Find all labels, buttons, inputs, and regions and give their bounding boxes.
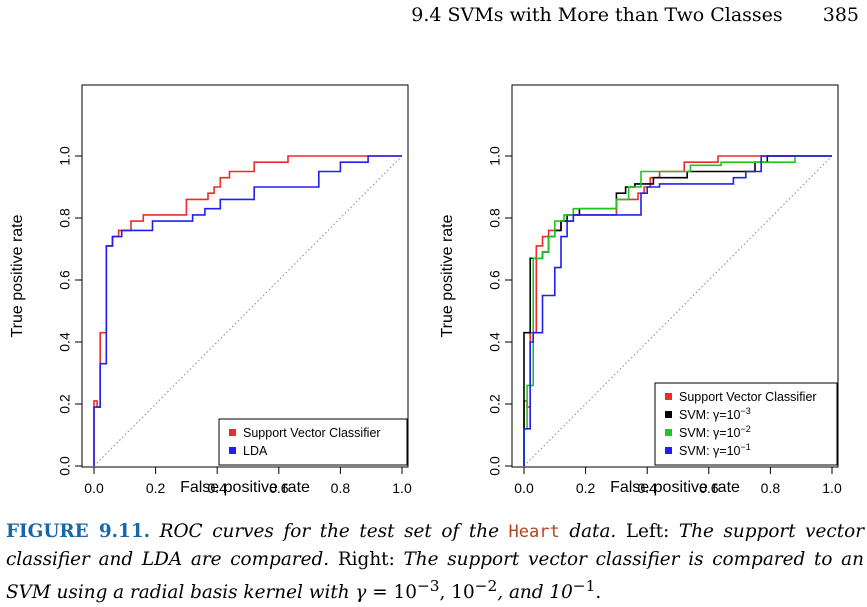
diagonal-reference-line (523, 155, 833, 467)
caption-text-9: , and 10 (497, 582, 573, 604)
caption-left-label: Left: (616, 521, 679, 542)
legend-label-exponent: −2 (741, 424, 751, 434)
legend-swatch (229, 447, 236, 454)
page-number: 385 (822, 4, 859, 26)
roc-svg-1: 0.0 0.2 0.4 0.6 0.8 1.0 0.0 0.2 0.4 0.6 0.8 1.0 Fals… (439, 84, 842, 496)
x-tick-label: 0.4 (207, 480, 227, 496)
legend-label: LDA (243, 444, 268, 458)
caption-gamma: γ (355, 582, 367, 604)
roc-svg-0: 0.0 0.2 0.4 0.6 0.8 1.0 0.0 0.2 0.4 0.6 0.8 1.0 Fals… (9, 84, 412, 496)
y-tick-label: 0.0 (57, 456, 73, 476)
caption-text-1: ROC curves for the test set of the (150, 521, 509, 542)
y-axis-label: True positive rate (439, 214, 456, 337)
y-tick-label: 0.0 (487, 456, 503, 476)
y-tick-label: 0.4 (57, 332, 73, 352)
caption-right-label: Right: (329, 549, 404, 570)
caption-text-2: data. (559, 521, 617, 542)
legend-label: Support Vector Classifier (243, 426, 381, 440)
x-tick-label: 1.0 (822, 480, 842, 496)
legend: Support Vector Classifier SVM: γ=10−3 SVM:… (654, 382, 838, 466)
caption-text-8: , 10 (439, 582, 475, 604)
legend-label: SVM: γ=10−3 (679, 406, 751, 422)
plot-frame (81, 84, 409, 468)
plot-frame (511, 84, 839, 468)
y-tick-label: 0.8 (487, 208, 503, 228)
y-tick-label: 0.8 (57, 208, 73, 228)
roc-plot-right: 0.0 0.2 0.4 0.6 0.8 1.0 0.0 0.2 0.4 0.6 0.8 1.0 Fals… (430, 60, 860, 514)
legend-label: SVM: γ=10−2 (679, 424, 751, 440)
caption-eq: = 10 (366, 582, 417, 604)
y-tick-label: 0.4 (487, 332, 503, 352)
y-tick-label: 1.0 (487, 146, 503, 166)
legend: Support Vector Classifier LDA (218, 418, 408, 466)
legend-swatch (229, 429, 236, 436)
x-tick-label: 0.6 (699, 480, 719, 496)
x-tick-label: 0.8 (761, 480, 781, 496)
legend-swatch (665, 393, 672, 400)
legend-label-exponent: −3 (741, 406, 751, 416)
y-tick-label: 1.0 (57, 146, 73, 166)
legend-label-exponent: −1 (741, 442, 751, 452)
running-head: 9.4 SVMs with More than Two Classes 385 (411, 4, 859, 26)
figure-caption: FIGURE 9.11. ROC curves for the test set… (6, 518, 864, 606)
legend-box (218, 418, 408, 466)
legend-swatch (665, 411, 672, 418)
caption-exp-3: −1 (572, 577, 596, 595)
section-title: 9.4 SVMs with More than Two Classes (411, 4, 783, 26)
legend-swatch (665, 447, 672, 454)
figure-label: FIGURE 9.11. (6, 521, 151, 542)
x-tick-label: 0.0 (84, 480, 104, 496)
legend-swatch (665, 429, 672, 436)
roc-curve-series-2 (93, 155, 402, 466)
y-axis-label: True positive rate (9, 214, 26, 337)
diagonal-reference-line (93, 155, 403, 467)
x-axis-label: False positive rate (180, 479, 310, 496)
caption-exp-2: −2 (474, 577, 498, 595)
y-tick-label: 0.2 (487, 394, 503, 414)
x-tick-label: 0.2 (576, 480, 596, 496)
caption-text-6: The support vector classifier is compare… (6, 549, 864, 604)
x-tick-label: 0.6 (269, 480, 289, 496)
legend-box (654, 382, 838, 466)
legend-label: SVM: γ=10−1 (679, 442, 751, 458)
legend-label: Support Vector Classifier (679, 390, 817, 404)
y-tick-label: 0.2 (57, 394, 73, 414)
y-tick-label: 0.6 (487, 270, 503, 290)
caption-text-10: . (595, 582, 602, 604)
x-tick-label: 0.8 (331, 480, 351, 496)
x-tick-label: 0.0 (514, 480, 534, 496)
roc-curve-series-1 (93, 155, 402, 466)
y-tick-label: 0.6 (57, 270, 73, 290)
x-tick-label: 0.4 (637, 480, 657, 496)
x-tick-label: 1.0 (392, 480, 412, 496)
caption-code-heart: Heart (508, 522, 560, 542)
roc-curve-series-4 (523, 155, 832, 466)
caption-text-4: The support vector classifier and LDA ar… (6, 521, 864, 570)
x-tick-label: 0.2 (146, 480, 166, 496)
caption-exp-1: −3 (416, 577, 440, 595)
roc-plot-left: 0.0 0.2 0.4 0.6 0.8 1.0 0.0 0.2 0.4 0.6 0.8 1.0 Fals… (0, 60, 430, 514)
x-axis-label: False positive rate (610, 479, 740, 496)
